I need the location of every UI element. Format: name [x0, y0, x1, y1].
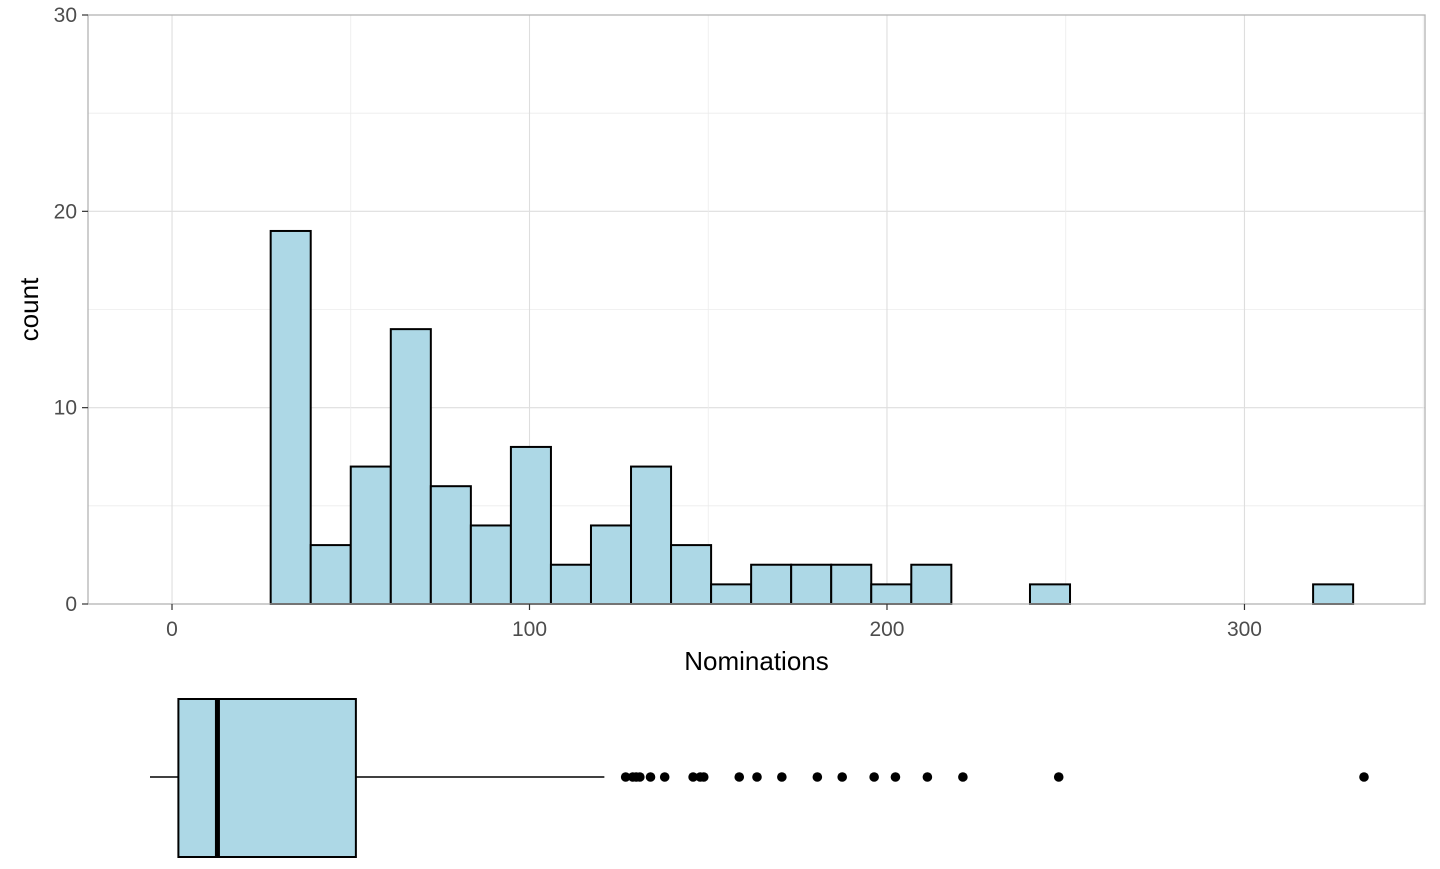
histogram-bar [309, 544, 352, 605]
histogram-panel-border [87, 14, 1426, 605]
boxplot-outlier [620, 772, 631, 782]
boxplot-outlier [645, 772, 656, 782]
y-tick-label: 0 [65, 593, 77, 616]
x-tick-label: 100 [512, 618, 547, 641]
histogram-bar [269, 229, 312, 605]
x-axis-ticks: 0 100 200 300 [166, 604, 1262, 641]
histogram-bar [1312, 583, 1355, 605]
histogram-bar [509, 445, 552, 605]
boxplot-outlier [752, 772, 762, 782]
histogram-bar [910, 563, 953, 606]
histogram-bar [790, 563, 833, 606]
y-tick-label: 10 [54, 397, 77, 420]
boxplot-outlier [698, 772, 709, 782]
boxplot-outlier [635, 772, 645, 782]
x-tick-label: 200 [869, 618, 904, 641]
y-tick-label: 30 [54, 4, 77, 27]
histogram-bar [630, 465, 673, 606]
x-tick-label: 0 [166, 618, 178, 641]
boxplot-outlier [812, 772, 823, 782]
y-tick-label: 20 [54, 200, 77, 223]
boxplot-outlier [837, 772, 847, 782]
histogram-bar [870, 583, 913, 605]
x-axis-title: Nominations [684, 646, 829, 676]
histogram-bar [710, 583, 753, 605]
histogram-bar [389, 328, 432, 605]
boxplot-outlier [659, 772, 670, 782]
boxplot-box [177, 698, 357, 858]
boxplot-outlier [1359, 772, 1369, 782]
histogram-bar [469, 524, 512, 606]
boxplot-outlier [869, 772, 879, 782]
boxplot-outlier [777, 772, 787, 782]
histogram-bar [349, 465, 392, 606]
histogram-bar [549, 563, 592, 606]
histogram-bars [269, 229, 1355, 606]
histogram-bar [1028, 583, 1072, 605]
boxplot [150, 698, 1369, 858]
histogram-bar [670, 544, 713, 605]
y-axis-ticks: 0 10 20 30 [54, 4, 88, 616]
boxplot-outlier [890, 772, 901, 782]
boxplot-outlier [1053, 772, 1064, 782]
histogram-bar [589, 524, 633, 606]
boxplot-outlier [958, 772, 968, 782]
x-tick-label: 300 [1227, 618, 1262, 641]
histogram-bar [429, 485, 472, 606]
boxplot-outlier [922, 772, 933, 782]
boxplot-outlier [734, 772, 745, 782]
y-axis-title: count [14, 277, 44, 341]
histogram-bar [830, 563, 873, 606]
histogram-bar [750, 563, 793, 606]
boxplot-outlier [688, 772, 698, 782]
